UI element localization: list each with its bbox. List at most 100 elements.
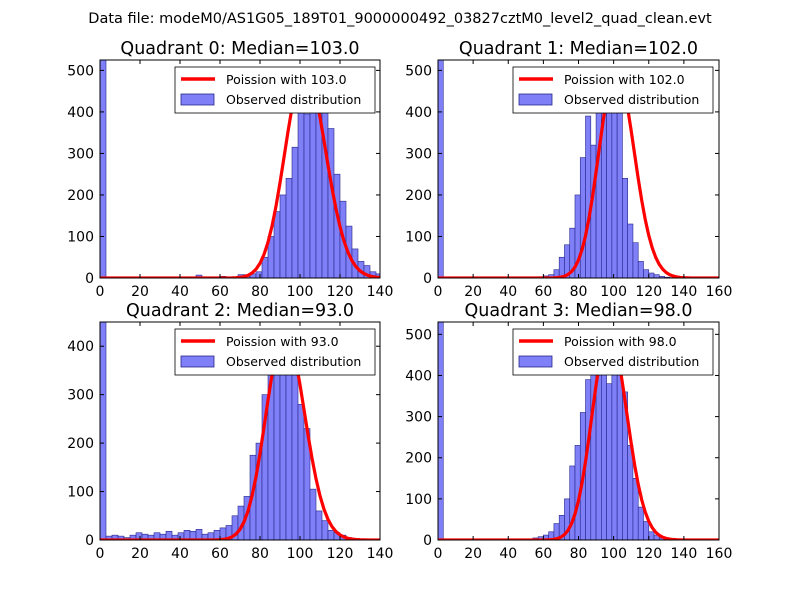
- quadrant-3-xtick-label: 140: [671, 546, 698, 562]
- quadrant-3-legend: Poission with 98.0 Observed distribution: [512, 328, 714, 376]
- quadrant-3-ytick-label: 500: [405, 327, 432, 343]
- quadrant-0-bar: [297, 107, 305, 278]
- quadrant-3-bar: [643, 521, 650, 540]
- quadrant-1-bar: [643, 269, 650, 278]
- quadrant-2-title: Quadrant 2: Median=93.0: [126, 301, 354, 321]
- quadrant-1-ytick-label: 200: [405, 188, 432, 204]
- quadrant-1-ytick-label: 500: [405, 63, 432, 79]
- quadrant-2-xtick-label: 0: [96, 546, 105, 562]
- quadrant-0-bar: [291, 146, 299, 278]
- quadrant-0-legend-line-label: Poission with 103.0: [226, 72, 347, 87]
- quadrant-0-chart: Quadrant 0: Median=103.0 0 20 40 60 80 100 120 1…: [67, 39, 393, 300]
- quadrant-2-xtick-label: 120: [327, 546, 354, 562]
- quadrant-2-xtick-label: 40: [171, 546, 189, 562]
- quadrant-3-ytick-label: 200: [405, 451, 432, 467]
- quadrant-2-bar: [291, 365, 299, 540]
- quadrant-1-ytick-label: 0: [423, 271, 432, 287]
- quadrant-1-xtick-label: 40: [499, 284, 517, 300]
- quadrant-1-xtick-label: 80: [570, 284, 588, 300]
- quadrant-0-xtick-label: 60: [211, 284, 229, 300]
- quadrant-2-ytick-label: 400: [67, 339, 94, 355]
- quadrant-1-legend-bar-swatch: [518, 93, 553, 106]
- quadrant-1-xtick-label: 120: [635, 284, 662, 300]
- quadrant-3-legend-line-label: Poission with 98.0: [564, 334, 677, 349]
- quadrant-2-xtick-label: 100: [287, 546, 314, 562]
- quadrant-1-xtick-label: 160: [706, 284, 733, 300]
- quadrant-0-ytick-label: 300: [67, 146, 94, 162]
- quadrant-0-legend-bar-label: Observed distribution: [226, 92, 361, 107]
- quadrant-1-poisson-line: [438, 68, 719, 278]
- quadrant-3-xtick-label: 100: [600, 546, 627, 562]
- quadrant-0-ytick-label: 200: [67, 188, 94, 204]
- quadrant-0-xtick-label: 0: [96, 284, 105, 300]
- quadrant-1-ytick-label: 100: [405, 229, 432, 245]
- quadrant-2-bar: [297, 404, 305, 540]
- quadrant-0-ytick-label: 500: [67, 63, 94, 79]
- quadrant-3-xtick-label: 120: [635, 546, 662, 562]
- quadrant-0-xtick-label: 140: [367, 284, 394, 300]
- quadrant-1-legend-bar-label: Observed distribution: [564, 92, 699, 107]
- quadrant-2-ytick-label: 200: [67, 436, 94, 452]
- quadrant-3-ytick-label: 400: [405, 368, 432, 384]
- quadrant-0-bar: [285, 178, 293, 278]
- quadrant-0-ytick-label: 100: [67, 229, 94, 245]
- quadrant-1-xtick-label: 0: [434, 284, 443, 300]
- quadrant-3-legend-bar-swatch: [518, 355, 553, 368]
- quadrant-2-xtick-label: 140: [367, 546, 394, 562]
- quadrant-3-chart: Quadrant 3: Median=98.0 0 20 40 60 80 100 120 14…: [405, 301, 732, 562]
- figure-suptitle: Data file: modeM0/AS1G05_189T01_90000004…: [88, 11, 712, 27]
- quadrant-3-xtick-label: 40: [499, 546, 517, 562]
- quadrant-2-ytick-label: 0: [85, 533, 94, 549]
- quadrant-3-ytick-label: 300: [405, 410, 432, 426]
- quadrant-1-bar: [648, 272, 655, 278]
- quadrant-2-bar: [321, 520, 329, 540]
- quadrant-2-bar: [327, 530, 335, 540]
- quadrant-2-bar: [273, 370, 281, 540]
- quadrant-1-ytick-label: 300: [405, 146, 432, 162]
- quadrant-0-axes-frame: [99, 59, 381, 279]
- quadrant-3-ytick-label: 100: [405, 492, 432, 508]
- quadrant-2-legend-bar-label: Observed distribution: [226, 354, 361, 369]
- quadrant-1-xtick-label: 60: [534, 284, 552, 300]
- quadrant-3-xtick-label: 20: [464, 546, 482, 562]
- quadrant-1-xtick-label: 100: [600, 284, 627, 300]
- quadrant-3-xtick-label: 160: [706, 546, 733, 562]
- quadrant-1-bar: [632, 242, 639, 278]
- quadrant-0-bar: [303, 113, 311, 278]
- quadrant-3-bars: [438, 322, 676, 540]
- quadrant-1-bar: [438, 60, 444, 278]
- quadrant-3-bar: [627, 445, 634, 540]
- quadrant-0-xtick-label: 100: [287, 284, 314, 300]
- quadrant-2-poisson-line: [100, 330, 380, 540]
- quadrant-1-bar: [585, 115, 592, 278]
- quadrant-0-xtick-label: 80: [251, 284, 269, 300]
- quadrant-0-xtick-label: 120: [327, 284, 354, 300]
- quadrant-1-legend-line-label: Poission with 102.0: [564, 72, 685, 87]
- quadrant-0-bar: [279, 194, 287, 278]
- quadrant-0-bar: [273, 211, 281, 278]
- quadrant-2-xtick-label: 60: [211, 546, 229, 562]
- quadrant-3-xtick-label: 60: [534, 546, 552, 562]
- quadrant-1-xtick-label: 140: [671, 284, 698, 300]
- quadrant-2-xtick-label: 80: [251, 546, 269, 562]
- quadrant-3-bar: [611, 371, 618, 540]
- quadrant-2-ytick-label: 300: [67, 388, 94, 404]
- quadrant-3-bar: [438, 322, 444, 540]
- quadrant-0-legend-bar-swatch: [180, 93, 215, 106]
- quadrant-2-bar: [309, 488, 317, 540]
- quadrant-3-poisson-line: [438, 330, 719, 540]
- quadrant-1-ytick-label: 400: [405, 105, 432, 121]
- quadrant-3-bar: [637, 506, 644, 540]
- quadrant-1-bar: [616, 111, 623, 278]
- quadrant-1-title: Quadrant 1: Median=102.0: [459, 39, 698, 59]
- quadrant-1-xtick-label: 20: [464, 284, 482, 300]
- quadrant-3-bar: [606, 383, 613, 540]
- quadrant-1-legend: Poission with 102.0 Observed distribution: [512, 66, 714, 114]
- quadrant-3-title: Quadrant 3: Median=98.0: [464, 301, 692, 321]
- quadrant-0-xtick-label: 20: [131, 284, 149, 300]
- quadrant-2-legend-bar-swatch: [180, 355, 215, 368]
- quadrant-0-bar: [255, 271, 263, 278]
- quadrant-0-title: Quadrant 0: Median=103.0: [120, 39, 359, 59]
- quadrant-2-bar: [285, 365, 293, 540]
